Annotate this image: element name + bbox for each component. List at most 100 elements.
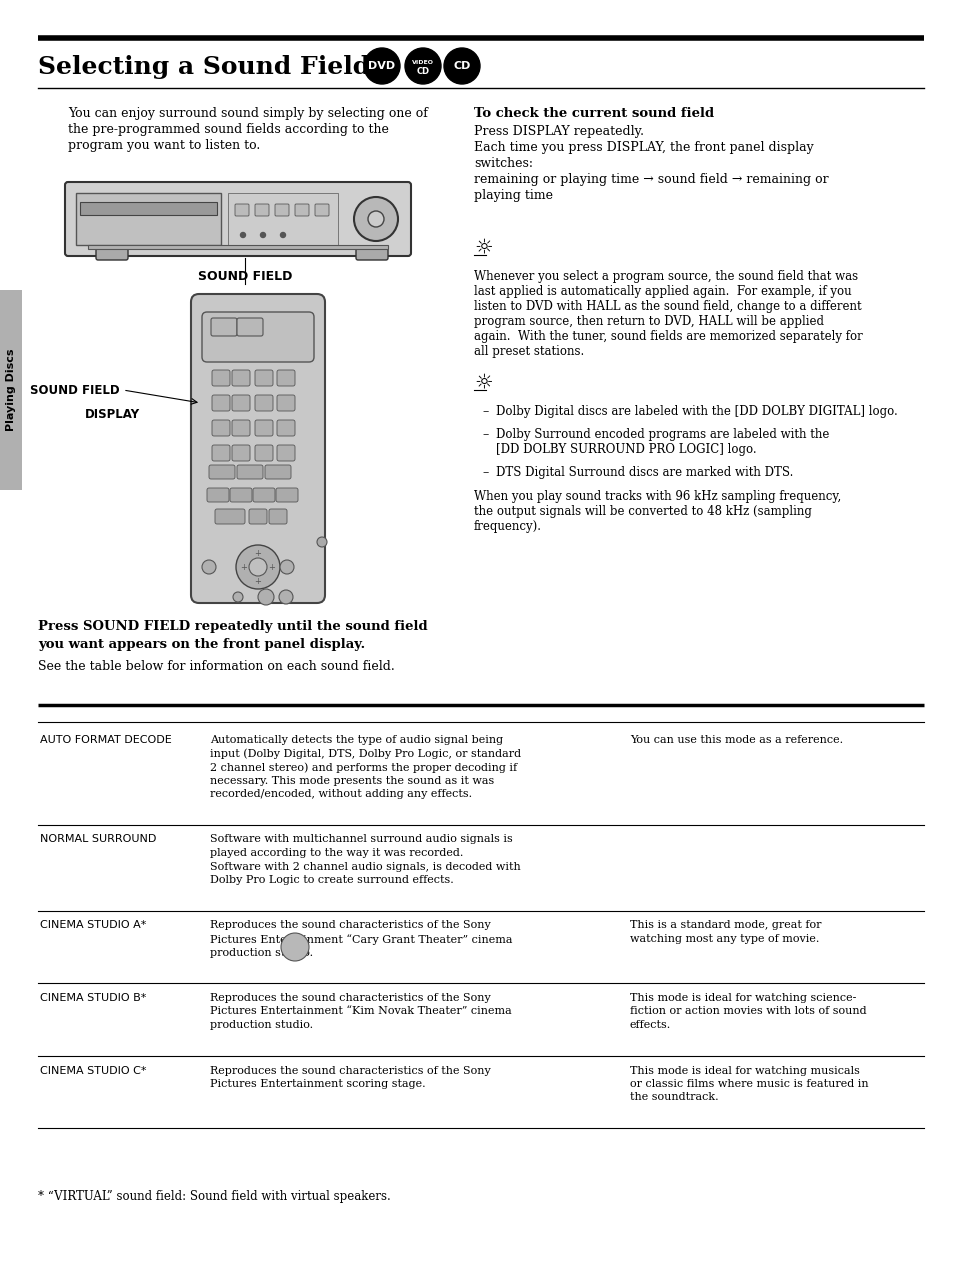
Text: [DD DOLBY SURROUND PRO LOGIC] logo.: [DD DOLBY SURROUND PRO LOGIC] logo. <box>496 443 756 456</box>
Text: AUTO FORMAT DECODE: AUTO FORMAT DECODE <box>40 735 172 745</box>
Text: listen to DVD with HALL as the sound field, change to a different: listen to DVD with HALL as the sound fie… <box>474 299 861 313</box>
Text: fiction or action movies with lots of sound: fiction or action movies with lots of so… <box>629 1006 865 1017</box>
Text: Selecting a Sound Field: Selecting a Sound Field <box>38 55 378 79</box>
Text: Reproduces the sound characteristics of the Sony: Reproduces the sound characteristics of … <box>210 992 490 1003</box>
FancyBboxPatch shape <box>355 248 388 260</box>
FancyBboxPatch shape <box>232 369 250 386</box>
FancyBboxPatch shape <box>276 395 294 412</box>
FancyBboxPatch shape <box>232 445 250 461</box>
Circle shape <box>278 590 293 604</box>
Text: Dolby Pro Logic to create surround effects.: Dolby Pro Logic to create surround effec… <box>210 875 454 885</box>
Text: program source, then return to DVD, HALL will be applied: program source, then return to DVD, HALL… <box>474 315 823 327</box>
Circle shape <box>202 561 215 575</box>
Text: This is a standard mode, great for: This is a standard mode, great for <box>629 921 821 930</box>
FancyBboxPatch shape <box>207 488 229 502</box>
Text: playing time: playing time <box>474 189 553 203</box>
Text: Whenever you select a program source, the sound field that was: Whenever you select a program source, th… <box>474 270 858 283</box>
FancyBboxPatch shape <box>76 192 221 245</box>
Circle shape <box>281 933 309 961</box>
Text: This mode is ideal for watching science-: This mode is ideal for watching science- <box>629 992 856 1003</box>
Circle shape <box>354 197 397 241</box>
Circle shape <box>233 592 243 603</box>
FancyBboxPatch shape <box>274 204 289 217</box>
FancyBboxPatch shape <box>88 245 388 248</box>
Text: the pre-programmed sound fields according to the: the pre-programmed sound fields accordin… <box>68 124 389 136</box>
FancyBboxPatch shape <box>232 420 250 436</box>
Text: When you play sound tracks with 96 kHz sampling frequency,: When you play sound tracks with 96 kHz s… <box>474 490 841 503</box>
Text: –: – <box>481 466 488 479</box>
Circle shape <box>249 558 267 576</box>
Text: production studio.: production studio. <box>210 1020 313 1029</box>
Text: Playing Discs: Playing Discs <box>6 349 16 432</box>
Text: SOUND FIELD: SOUND FIELD <box>30 383 120 396</box>
Text: effects.: effects. <box>629 1020 671 1029</box>
Text: To check the current sound field: To check the current sound field <box>474 107 714 120</box>
Text: Software with multichannel surround audio signals is: Software with multichannel surround audi… <box>210 834 512 845</box>
FancyBboxPatch shape <box>254 395 273 412</box>
Text: Pictures Entertainment “Cary Grant Theater” cinema: Pictures Entertainment “Cary Grant Theat… <box>210 934 512 945</box>
Circle shape <box>405 48 440 84</box>
FancyBboxPatch shape <box>96 248 128 260</box>
Text: DVD: DVD <box>368 61 395 71</box>
Text: CINEMA STUDIO C*: CINEMA STUDIO C* <box>40 1065 147 1075</box>
Text: –: – <box>481 405 488 418</box>
Circle shape <box>280 561 294 575</box>
FancyBboxPatch shape <box>253 488 274 502</box>
FancyBboxPatch shape <box>276 369 294 386</box>
FancyBboxPatch shape <box>236 318 263 336</box>
Text: DTS Digital Surround discs are marked with DTS.: DTS Digital Surround discs are marked wi… <box>496 466 793 479</box>
Text: frequency).: frequency). <box>474 520 541 533</box>
Text: SOUND FIELD: SOUND FIELD <box>197 270 292 283</box>
FancyBboxPatch shape <box>202 312 314 362</box>
Text: recorded/encoded, without adding any effects.: recorded/encoded, without adding any eff… <box>210 789 472 799</box>
Circle shape <box>316 538 327 547</box>
Text: all preset stations.: all preset stations. <box>474 345 583 358</box>
Text: Dolby Digital discs are labeled with the [DD DOLBY DIGITAL] logo.: Dolby Digital discs are labeled with the… <box>496 405 897 418</box>
FancyBboxPatch shape <box>232 395 250 412</box>
FancyBboxPatch shape <box>212 395 230 412</box>
Text: You can enjoy surround sound simply by selecting one of: You can enjoy surround sound simply by s… <box>68 107 428 120</box>
Text: CINEMA STUDIO A*: CINEMA STUDIO A* <box>40 921 146 930</box>
Text: –: – <box>481 428 488 441</box>
FancyBboxPatch shape <box>254 445 273 461</box>
FancyBboxPatch shape <box>234 204 249 217</box>
Circle shape <box>368 211 384 227</box>
FancyBboxPatch shape <box>212 369 230 386</box>
FancyBboxPatch shape <box>314 204 329 217</box>
Text: you want appears on the front panel display.: you want appears on the front panel disp… <box>38 638 365 651</box>
Text: switches:: switches: <box>474 157 533 169</box>
FancyBboxPatch shape <box>214 510 245 524</box>
FancyBboxPatch shape <box>294 204 309 217</box>
FancyBboxPatch shape <box>276 420 294 436</box>
Text: ☼: ☼ <box>474 237 493 257</box>
FancyBboxPatch shape <box>265 465 291 479</box>
Text: the output signals will be converted to 48 kHz (sampling: the output signals will be converted to … <box>474 505 811 519</box>
Text: Press SOUND FIELD repeatedly until the sound field: Press SOUND FIELD repeatedly until the s… <box>38 620 427 633</box>
Text: Pictures Entertainment scoring stage.: Pictures Entertainment scoring stage. <box>210 1079 425 1089</box>
FancyBboxPatch shape <box>191 294 325 603</box>
Text: NORMAL SURROUND: NORMAL SURROUND <box>40 834 156 845</box>
FancyBboxPatch shape <box>212 445 230 461</box>
Circle shape <box>280 232 285 237</box>
Text: Press DISPLAY repeatedly.: Press DISPLAY repeatedly. <box>474 125 643 138</box>
Text: played according to the way it was recorded.: played according to the way it was recor… <box>210 848 463 857</box>
Text: CD: CD <box>453 61 470 71</box>
FancyBboxPatch shape <box>269 510 287 524</box>
Text: Software with 2 channel audio signals, is decoded with: Software with 2 channel audio signals, i… <box>210 861 520 871</box>
FancyBboxPatch shape <box>275 488 297 502</box>
Text: This mode is ideal for watching musicals: This mode is ideal for watching musicals <box>629 1065 859 1075</box>
Text: remaining or playing time → sound field → remaining or: remaining or playing time → sound field … <box>474 173 828 186</box>
Circle shape <box>443 48 479 84</box>
Text: program you want to listen to.: program you want to listen to. <box>68 139 260 152</box>
Text: Automatically detects the type of audio signal being: Automatically detects the type of audio … <box>210 735 502 745</box>
FancyBboxPatch shape <box>0 290 22 490</box>
Text: See the table below for information on each sound field.: See the table below for information on e… <box>38 660 395 673</box>
Circle shape <box>260 232 265 237</box>
Text: necessary. This mode presents the sound as it was: necessary. This mode presents the sound … <box>210 776 494 786</box>
Text: +: + <box>269 563 275 572</box>
FancyBboxPatch shape <box>211 318 236 336</box>
Text: ☼: ☼ <box>474 372 493 392</box>
Text: again.  With the tuner, sound fields are memorized separately for: again. With the tuner, sound fields are … <box>474 330 862 343</box>
Text: * “VIRTUAL” sound field: Sound field with virtual speakers.: * “VIRTUAL” sound field: Sound field wit… <box>38 1190 391 1203</box>
Text: input (Dolby Digital, DTS, Dolby Pro Logic, or standard: input (Dolby Digital, DTS, Dolby Pro Log… <box>210 749 520 759</box>
